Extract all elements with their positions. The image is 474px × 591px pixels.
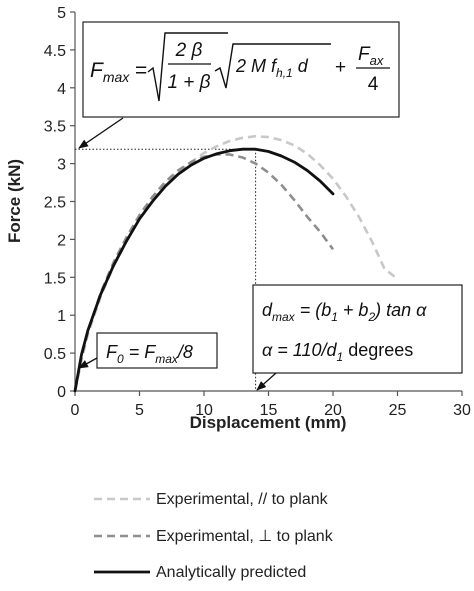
- y-tick-label: 3.5: [44, 119, 66, 136]
- legend: Experimental, // to plank Experimental, ⊥…: [94, 491, 334, 581]
- x-tick-label: 0: [71, 402, 80, 419]
- f0-sub-zero: 0: [117, 352, 124, 366]
- legend-label: Analytically predicted: [156, 564, 306, 581]
- x-axis-ticks: 0 5 10 15 20 25 30: [71, 391, 471, 419]
- fmax-frac1-den: 1 + β: [167, 72, 210, 93]
- fmax-formula-box: Fmax = 2 β 1 + β 2 M fh,1 d + Fax 4: [82, 21, 400, 118]
- y-tick-label: 1.5: [44, 270, 66, 287]
- x-tick-label: 25: [389, 402, 407, 419]
- dmax-formula-box: dmax = (b1 + b2) tan α α = 110/d1 degree…: [252, 284, 463, 374]
- dmax-mid: = (b: [295, 300, 332, 320]
- fmax-formula-frame: [82, 21, 400, 118]
- x-tick-label: 5: [135, 402, 144, 419]
- fmax-sqrt2-content: 2 M fh,1 d: [235, 56, 309, 80]
- f0-arrow: [78, 357, 98, 369]
- alpha-sub-1: 1: [337, 350, 344, 364]
- fmax-sqrt2-prefix: 2 M f: [235, 56, 278, 76]
- x-axis-title: Displacement (mm): [190, 413, 347, 432]
- y-axis-title: Force (kN): [5, 159, 24, 243]
- fmax-eq-sign: =: [135, 59, 147, 82]
- x-tick-label: 20: [324, 402, 342, 419]
- y-tick-label: 3: [57, 157, 66, 174]
- alpha-head: α = 110/d: [262, 340, 337, 360]
- f0-formula-frame: [96, 332, 218, 369]
- legend-label: Experimental, // to plank: [156, 491, 329, 508]
- y-tick-label: 2: [57, 232, 66, 249]
- dmax-plus: + b: [338, 300, 369, 320]
- fmax-frac2-den: 4: [368, 74, 379, 95]
- dmax-arrow: [256, 372, 277, 391]
- analytical-series: [73, 147, 335, 393]
- series-layer: [73, 135, 399, 393]
- y-tick-label: 0: [57, 384, 66, 401]
- sqrt-2-sign: [214, 43, 331, 89]
- x-tick-label: 15: [260, 402, 278, 419]
- alpha-formula-text: α = 110/d1 degrees: [262, 340, 413, 364]
- legend-label: Experimental, ⊥ to plank: [156, 528, 334, 545]
- dmax-tail: ) tan α: [373, 300, 427, 320]
- f0-formula-box: F0 = Fmax/8: [96, 332, 218, 369]
- f0-equals-f: = F: [124, 342, 157, 362]
- plot-area: 00.511.522.533.544.55 0 5 10 15 20 25 30: [44, 5, 471, 419]
- fmax-arrow: [78, 117, 124, 149]
- y-tick-label: 4.5: [44, 43, 66, 60]
- y-tick-label: 2.5: [44, 195, 66, 212]
- fmax-sqrt2-sub: h,1: [276, 66, 293, 80]
- sqrt-1-sign: [147, 32, 228, 102]
- alpha-tail: degrees: [343, 340, 413, 360]
- fmax-frac1-num: 2 β: [175, 40, 203, 61]
- y-tick-label: 5: [57, 5, 66, 22]
- fmax-plus: +: [335, 57, 346, 78]
- fmax-lhs-sub: max: [103, 69, 130, 85]
- y-tick-label: 0.5: [44, 346, 66, 363]
- dmax-sub-2: 2: [367, 310, 375, 324]
- x-tick-label: 10: [195, 402, 213, 419]
- y-tick-label: 4: [57, 81, 66, 98]
- dmax-sub-max: max: [272, 310, 296, 324]
- y-tick-label: 1: [57, 308, 66, 325]
- fmax-frac2-num-sub: ax: [370, 53, 384, 68]
- f0-tail: /8: [176, 342, 193, 362]
- f0-sub-max: max: [155, 352, 179, 366]
- experimental-parallel-series: [73, 135, 399, 392]
- y-axis-ticks: 0 0.5 1 1.5 2 2.5 3 3.5 4 4.5 5: [44, 5, 75, 401]
- fmax-sqrt2-suffix: d: [293, 56, 309, 76]
- dmax-formula-frame: [252, 284, 463, 374]
- dmax-sub-1: 1: [331, 310, 338, 324]
- x-tick-label: 30: [453, 402, 471, 419]
